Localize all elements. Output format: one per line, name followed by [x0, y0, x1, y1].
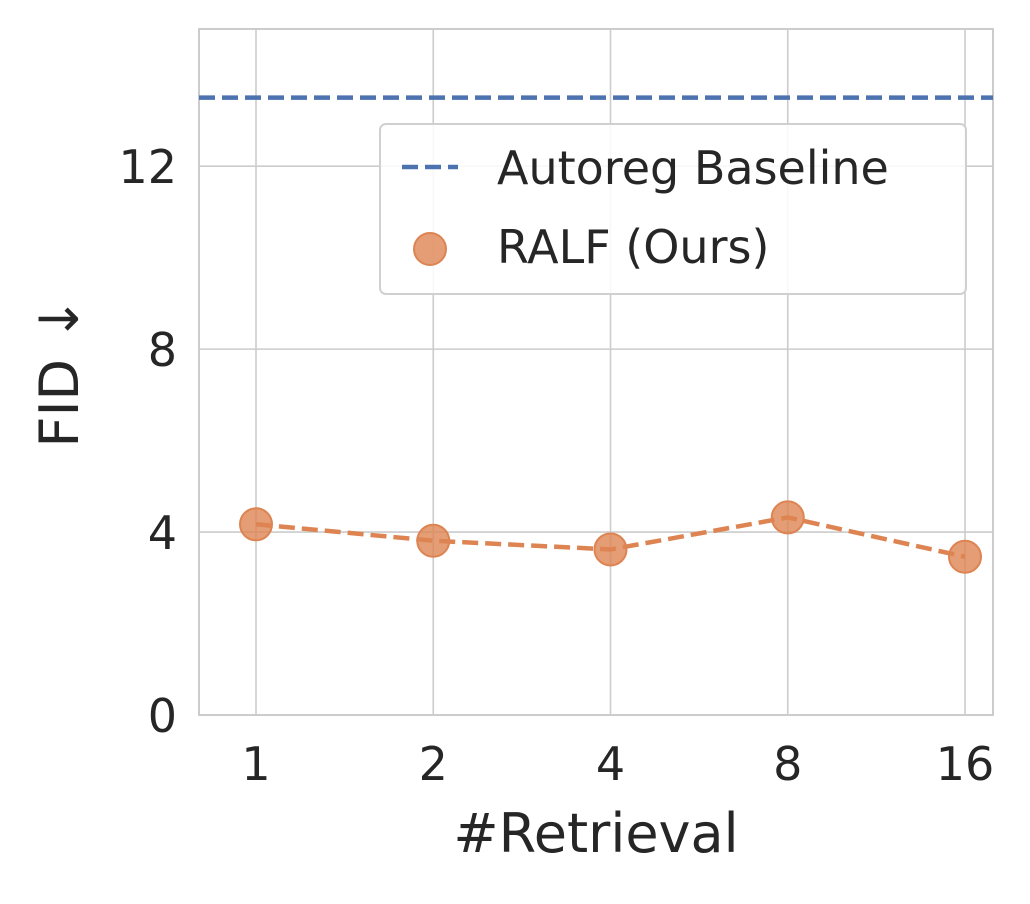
- legend-baseline-label: Autoreg Baseline: [497, 141, 889, 195]
- x-tick-label: 4: [596, 737, 625, 791]
- ralf-point: [416, 523, 451, 558]
- ralf-point: [239, 507, 273, 542]
- x-tick-label: 2: [419, 737, 448, 791]
- legend: Autoreg Baseline RALF (Ours): [379, 123, 967, 295]
- x-axis-label: #Retrieval: [453, 802, 738, 865]
- ralf-point: [593, 532, 628, 567]
- plot-frame: [198, 28, 994, 716]
- x-tick-label: 1: [241, 737, 270, 791]
- y-tick-label: 0: [148, 689, 177, 743]
- legend-box: [379, 123, 967, 295]
- legend-ralf-swatch: [413, 232, 447, 266]
- ralf-point: [948, 539, 982, 574]
- marks: [199, 95, 993, 574]
- y-axis-label: FID ↓: [28, 297, 91, 448]
- ralf-point: [770, 500, 805, 535]
- x-tick-label: 16: [936, 737, 995, 791]
- y-tick-label: 12: [118, 140, 177, 194]
- x-tick-label: 8: [773, 737, 802, 791]
- y-tick-label: 8: [148, 323, 177, 377]
- legend-ralf-label: RALF (Ours): [497, 220, 769, 274]
- y-tick-label: 4: [148, 506, 177, 560]
